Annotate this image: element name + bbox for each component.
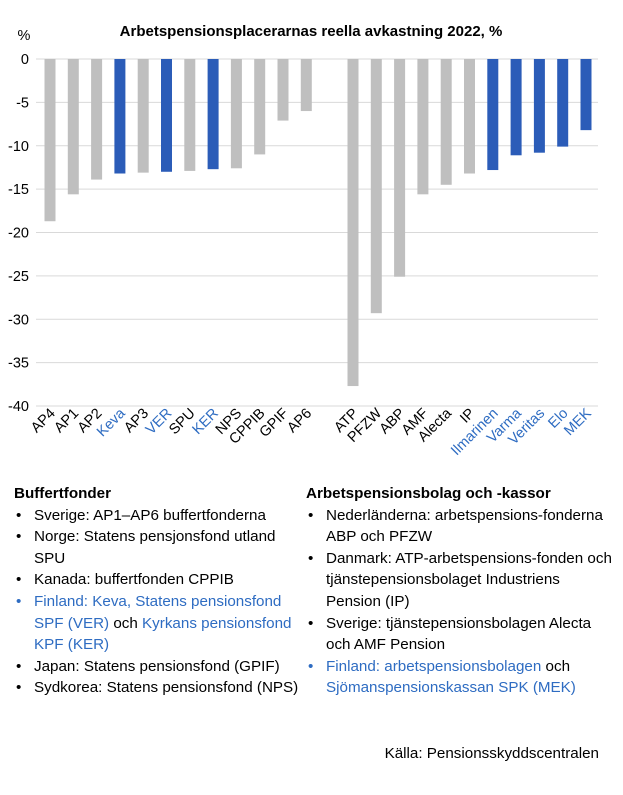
legend-list-arbetspensionsbolag: Nederländerna: arbetspensions-fonderna A… [306, 505, 616, 699]
legend-item-segment: och [109, 614, 143, 632]
bar-atp [347, 59, 359, 387]
y-tick-label: -30 [8, 312, 29, 328]
legend-list-buffertfonder: Sverige: AP1–AP6 buffertfonderna Norge: S… [14, 505, 304, 699]
legend-item-text: Sverige: AP1–AP6 buffertfonderna [34, 506, 266, 524]
bar-ap3 [137, 59, 149, 173]
y-tick-label: -40 [8, 399, 29, 415]
y-axis-label: % [18, 28, 31, 44]
bar-chart: Arbetspensionsplacerarnas reella avkastn… [8, 23, 598, 459]
legend-item-text: Sverige: tjänstepensionsbolagen Alecta o… [326, 614, 592, 654]
bar-gpif [277, 59, 289, 121]
legend-item-segment: Finland: arbetspensionsbolagen [326, 657, 542, 675]
legend-item-text: Danmark: ATP-arbetspensions-fonden och t… [326, 549, 612, 610]
legend-item: Danmark: ATP-arbetspensions-fonden och t… [306, 548, 616, 613]
grid-lines [36, 58, 598, 407]
legend-item-text: Nederländerna: arbetspensions-fonderna A… [326, 506, 603, 546]
bar-mek [580, 59, 592, 131]
legend-heading-buffertfonder: Buffertfonder [14, 485, 112, 502]
bar-alecta [440, 59, 452, 185]
legend-buffertfonder: Buffertfonder Sverige: AP1–AP6 buffertfo… [14, 483, 304, 699]
bar-pfzw [370, 59, 382, 314]
bar-ker [207, 59, 219, 170]
legend-item-segment: Kyrkans pensionsfond KPF (KER) [34, 614, 292, 654]
legend-item: Sverige: AP1–AP6 buffertfonderna [14, 505, 304, 527]
bar-ap2 [91, 59, 103, 180]
bar-nps [230, 59, 242, 169]
bar-ap6 [300, 59, 312, 112]
legend-item-segment: Sjömanspensionskassan SPK (MEK) [326, 679, 576, 697]
bar-ap1 [67, 59, 79, 195]
legend-arbetspensionsbolag: Arbetspensionsbolag och -kassor Nederlän… [306, 483, 616, 699]
bar-keva [114, 59, 126, 174]
bar-varma [510, 59, 522, 156]
bar-elo [557, 59, 569, 147]
legend-item: Japan: Statens pensionsfond (GPIF) [14, 656, 304, 678]
y-tick-label: -5 [16, 95, 29, 111]
x-tick-labels: AP4AP1AP2KevaAP3VERSPUKERNPSCPPIBGPIFAP6… [28, 405, 595, 459]
legend-item-text: Sydkorea: Statens pensionsfond (NPS) [34, 679, 299, 697]
legend-item: Sverige: tjänstepensionsbolagen Alecta o… [306, 613, 616, 656]
y-tick-label: -25 [8, 269, 29, 285]
legend-item: Sydkorea: Statens pensionsfond (NPS) [14, 677, 304, 699]
legend-item-segment: Finland: Keva, Statens pensionsfond SPF … [34, 592, 282, 632]
source-note: Källa: Pensionsskyddscentralen [384, 745, 599, 762]
bar-amf [417, 59, 429, 195]
legend-item-text: Japan: Statens pensionsfond (GPIF) [34, 657, 280, 675]
chart-title: Arbetspensionsplacerarnas reella avkastn… [120, 23, 503, 40]
bars [44, 59, 592, 387]
legend-item: Kanada: buffertfonden CPPIB [14, 569, 304, 591]
x-tick-label-mek: MEK [561, 405, 595, 439]
legend-item: Norge: Statens pensjonsfond utland SPU [14, 526, 304, 569]
y-tick-label: -35 [8, 356, 29, 372]
bar-spu [184, 59, 196, 171]
legend-item: Finland: arbetspensionsbolagen och Sjöma… [306, 656, 616, 699]
legend-item: Finland: Keva, Statens pensionsfond SPF … [14, 591, 304, 656]
bar-ilmarinen [487, 59, 499, 171]
y-tick-label: 0 [21, 52, 29, 68]
y-tick-label: -10 [8, 139, 29, 155]
legend-item-segment: och [541, 657, 571, 675]
y-tick-label: -20 [8, 226, 29, 242]
bar-ap4 [44, 59, 56, 222]
bar-veritas [533, 59, 545, 153]
bar-ver [161, 59, 172, 172]
bar-abp [394, 59, 406, 277]
legend-item: Nederländerna: arbetspensions-fonderna A… [306, 505, 616, 548]
legend-heading-arbetspensionsbolag: Arbetspensionsbolag och -kassor [306, 485, 551, 502]
bar-cppib [254, 59, 266, 155]
x-tick-label-ap6: AP6 [284, 406, 315, 437]
y-tick-label: -15 [8, 182, 29, 198]
y-tick-labels: 0 -5 -10 -15 -20 -25 -30 -35 -40 [8, 52, 29, 415]
legend-item-text: Kanada: buffertfonden CPPIB [34, 571, 234, 589]
legend-item-text: Norge: Statens pensjonsfond utland SPU [34, 528, 276, 567]
bar-ip [464, 59, 475, 174]
